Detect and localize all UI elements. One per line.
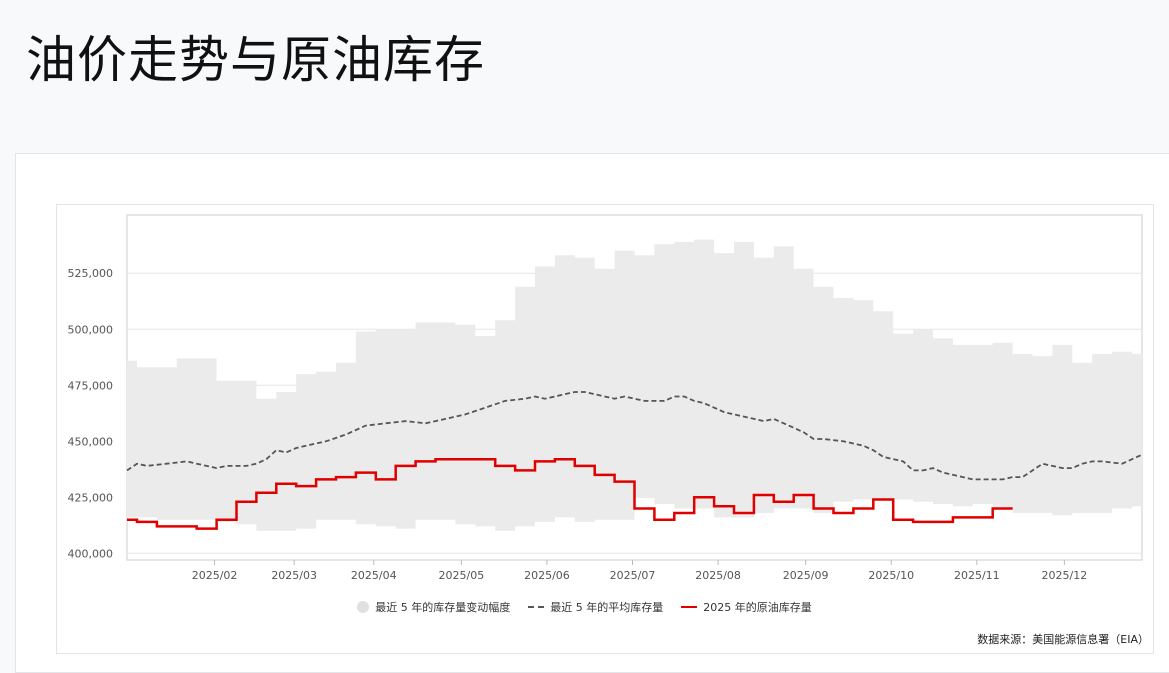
chart-legend: 最近 5 年的库存量变动幅度 最近 5 年的平均库存量 2025 年的原油库存量 xyxy=(0,599,1169,615)
y-tick-label: 425,000 xyxy=(68,491,114,504)
y-tick-label: 500,000 xyxy=(68,323,114,336)
x-tick-label: 2025/08 xyxy=(695,569,741,582)
x-tick-label: 2025/09 xyxy=(783,569,829,582)
page-title: 油价走势与原油库存 xyxy=(26,31,485,89)
y-tick-label: 400,000 xyxy=(68,547,114,560)
x-tick-label: 2025/02 xyxy=(192,569,238,582)
x-tick-label: 2025/12 xyxy=(1042,569,1088,582)
y-tick-label: 525,000 xyxy=(68,267,114,280)
legend-average-label: 最近 5 年的平均库存量 xyxy=(550,601,664,614)
axis-layer: 400,000 425,000 450,000 475,000 500,000 525,0… xyxy=(68,267,1088,582)
legend-band-swatch xyxy=(357,601,370,613)
legend-band-label: 最近 5 年的库存量变动幅度 xyxy=(375,601,511,614)
x-tick-label: 2025/10 xyxy=(868,569,914,582)
y-tick-label: 475,000 xyxy=(68,379,114,392)
legend-item-2025[interactable]: 2025 年的原油库存量 xyxy=(681,599,812,615)
x-tick-label: 2025/11 xyxy=(954,569,1000,582)
x-tick-label: 2025/03 xyxy=(271,569,317,582)
avg-layer xyxy=(126,391,1143,481)
current-layer xyxy=(127,457,1013,530)
x-tick-label: 2025/04 xyxy=(351,569,397,582)
x-tick-label: 2025/06 xyxy=(524,569,570,582)
legend-item-band[interactable]: 最近 5 年的库存量变动幅度 xyxy=(357,599,510,615)
series-2025-line xyxy=(127,457,1013,530)
series-average-line xyxy=(126,391,1143,481)
y-tick-label: 450,000 xyxy=(68,435,114,448)
x-tick-label: 2025/05 xyxy=(439,569,485,582)
x-tick-label: 2025/07 xyxy=(610,569,656,582)
legend-item-average[interactable]: 最近 5 年的平均库存量 xyxy=(528,599,663,615)
legend-2025-swatch xyxy=(681,606,698,608)
legend-average-swatch xyxy=(528,606,545,608)
source-note: 数据来源：美国能源信息署（EIA） xyxy=(977,633,1149,646)
legend-2025-label: 2025 年的原油库存量 xyxy=(703,601,812,614)
